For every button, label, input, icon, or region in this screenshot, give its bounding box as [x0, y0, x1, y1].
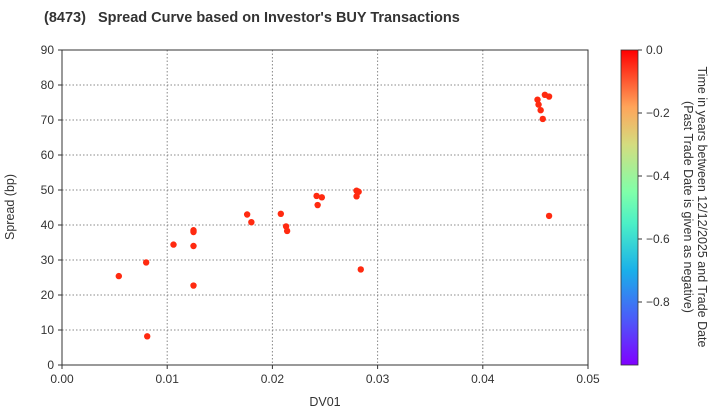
data-point [170, 241, 177, 248]
data-point [277, 210, 285, 217]
x-tick-label: 0.05 [576, 372, 600, 386]
data-point [537, 107, 544, 114]
axis-ticks: 0.00 0.01 0.02 0.03 0.04 0.05 0 10 20 30 40 50 60 70 8… [41, 43, 600, 386]
data-point [318, 194, 326, 201]
colorbar-tick-label: −0.8 [646, 295, 670, 309]
data-point [144, 333, 151, 340]
data-point [248, 219, 255, 226]
data-point [115, 272, 123, 280]
data-point [539, 115, 546, 123]
data-point [243, 211, 251, 218]
data-point [545, 212, 553, 220]
grid-lines [61, 49, 589, 366]
x-axis-label: DV01 [309, 395, 340, 409]
colorbar-tick-label: −0.2 [646, 106, 670, 120]
colorbar-tick-label: −0.4 [646, 169, 670, 183]
y-tick-label: 80 [41, 78, 55, 92]
data-point [142, 259, 150, 266]
data-point [313, 192, 320, 200]
x-tick-label: 0.04 [471, 372, 495, 386]
y-tick-label: 90 [41, 43, 55, 57]
data-point [190, 228, 197, 236]
colorbar-ticks: 0.0 −0.2 −0.4 −0.6 −0.8 [638, 43, 670, 309]
chart-title: (8473) Spread Curve based on Investor's … [44, 10, 460, 26]
y-tick-label: 60 [41, 148, 55, 162]
data-point [190, 242, 197, 250]
y-tick-label: 40 [41, 218, 55, 232]
data-point [353, 193, 360, 200]
colorbar [620, 49, 639, 366]
x-tick-label: 0.00 [50, 372, 74, 386]
x-tick-label: 0.01 [156, 372, 180, 386]
x-tick-label: 0.02 [261, 372, 285, 386]
x-tick-label: 0.03 [366, 372, 390, 386]
y-tick-label: 70 [41, 113, 55, 127]
data-point [545, 93, 553, 100]
data-point [283, 227, 291, 235]
colorbar-tick-label: −0.6 [646, 232, 670, 246]
data-point [357, 266, 364, 273]
data-point [314, 201, 321, 209]
y-tick-label: 20 [41, 288, 55, 302]
data-point [535, 101, 542, 108]
data-points [115, 91, 553, 340]
y-tick-label: 0 [47, 358, 54, 372]
y-tick-label: 50 [41, 183, 55, 197]
colorbar-tick-label: 0.0 [646, 43, 663, 57]
colorbar-label-line1: Time in years between 12/12/2025 and Tra… [695, 67, 709, 348]
y-tick-label: 30 [41, 253, 55, 267]
y-tick-label: 10 [41, 323, 55, 337]
colorbar-label-line2: (Past Trade Date is given as negative) [681, 101, 695, 313]
data-point [190, 282, 197, 289]
y-axis-label: Spread (bp) [3, 174, 17, 240]
data-point [534, 96, 541, 103]
plot-frame [61, 49, 589, 366]
